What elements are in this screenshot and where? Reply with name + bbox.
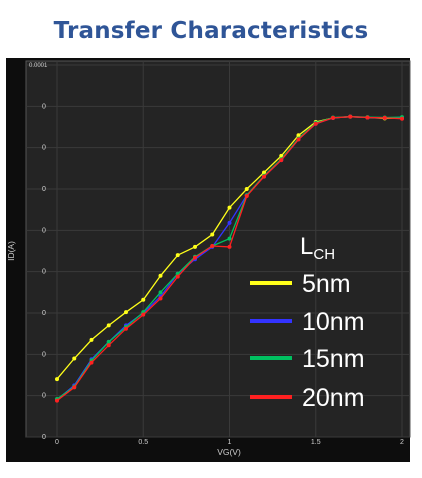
data-point-20nm [210,244,215,249]
data-point-20nm [400,116,404,121]
data-point-20nm [175,274,180,279]
legend-title-main: L [300,233,313,260]
legend-label-5nm: 5nm [302,270,351,298]
data-point-5nm [158,273,163,278]
data-point-5nm [89,337,94,342]
legend-label-20nm: 20nm [302,384,365,412]
data-point-20nm [227,244,232,249]
data-point-5nm [296,133,301,138]
x-tick-label: 1 [228,439,232,446]
x-tick-label: 1.5 [311,439,321,446]
data-point-5nm [244,187,249,191]
data-point-15nm [106,339,111,344]
data-point-5nm [55,377,59,382]
x-tick-label: 0.5 [138,439,148,446]
legend-title: LCH [300,233,335,263]
data-point-15nm [158,290,163,295]
y-tick-label: 0 [42,186,46,193]
y-tick-label: 0 [42,434,46,441]
data-point-5nm [72,356,77,361]
data-point-20nm [106,343,111,348]
data-point-20nm [279,158,284,163]
data-point-5nm [210,232,215,237]
data-point-5nm [175,253,180,258]
data-point-5nm [227,205,232,210]
data-point-20nm [331,115,335,120]
y-tick-label: 0 [42,269,46,276]
data-point-5nm [193,244,197,249]
chart-title: Transfer Characteristics [53,18,369,44]
data-point-15nm [227,236,232,241]
data-point-20nm [296,137,301,142]
data-point-20nm [141,312,146,317]
y-tick-label: 0 [42,103,46,110]
y-axis-label: ID(A) [6,241,16,261]
data-point-10nm [227,220,232,225]
data-point-20nm [348,114,353,119]
x-tick-label: 2 [400,439,404,446]
data-point-20nm [193,255,197,260]
y-tick-label: 0 [42,145,46,152]
data-point-20nm [89,360,94,365]
x-tick-label: 0 [55,439,59,446]
data-point-20nm [365,115,370,120]
data-point-20nm [262,174,266,179]
x-axis-label: VG(V) [217,447,241,457]
y-tick-label: 0 [42,393,46,400]
legend-title-subscript: CH [313,246,335,263]
y-tick-label: 0 [42,310,46,317]
data-point-5nm [106,323,111,328]
axes: 0.0001 0 0 0 0 0 0 0 0 0 0 0.5 1 1.5 2 VG(V) ID(A) [6,63,404,457]
data-point-20nm [124,326,128,331]
data-point-20nm [55,398,59,403]
series-layer [55,114,404,403]
data-point-5nm [262,170,266,175]
y-tick-label: 0 [42,351,46,358]
y-tick-label: 0 [42,227,46,234]
data-point-20nm [244,194,249,199]
data-point-5nm [279,153,284,158]
grid [26,61,410,438]
data-point-20nm [72,385,77,390]
legend-label-10nm: 10nm [302,308,365,336]
data-point-20nm [158,296,163,301]
legend: LCH 5nm 10nm 15nm 20nm [250,233,365,412]
data-point-5nm [124,310,128,315]
data-point-5nm [141,297,146,302]
data-point-20nm [382,115,387,120]
y-tick-label-top: 0.0001 [29,63,48,69]
plot-area [25,60,411,438]
legend-label-15nm: 15nm [302,345,365,373]
data-point-20nm [313,121,318,126]
